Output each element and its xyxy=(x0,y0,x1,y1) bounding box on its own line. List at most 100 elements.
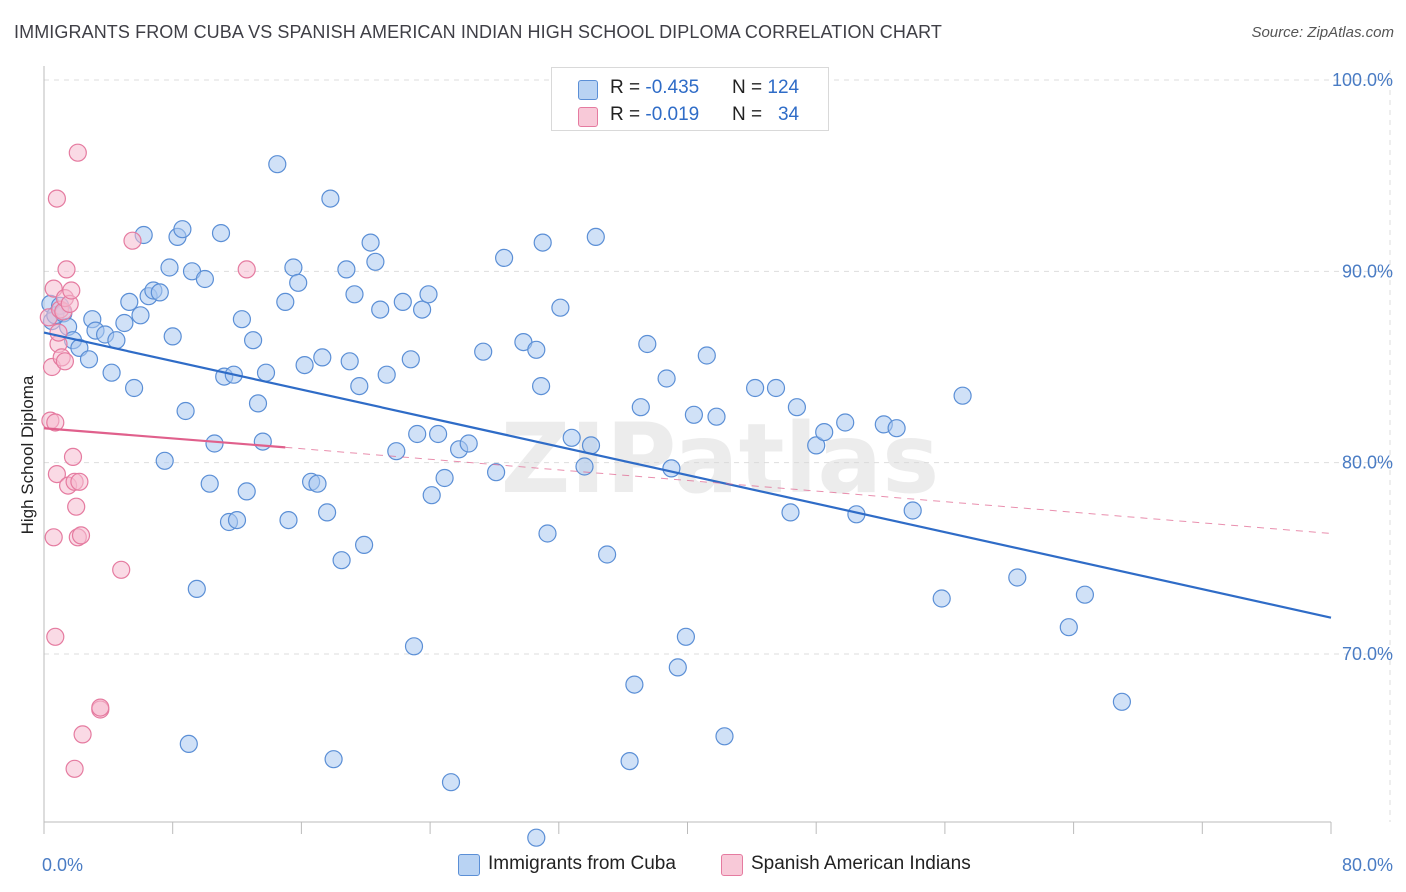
point-spanish-american-indian xyxy=(237,260,256,279)
point-cuba xyxy=(657,369,676,388)
point-cuba xyxy=(115,313,134,333)
point-cuba xyxy=(387,442,406,461)
point-cuba xyxy=(324,750,343,769)
point-spanish-american-indian xyxy=(47,465,67,484)
point-cuba xyxy=(173,220,192,239)
point-spanish-american-indian xyxy=(67,497,86,516)
point-cuba xyxy=(887,419,906,438)
point-cuba xyxy=(953,386,972,405)
point-cuba xyxy=(531,377,551,396)
point-spanish-american-indian xyxy=(63,447,83,466)
point-cuba xyxy=(179,734,198,754)
point-spanish-american-indian xyxy=(112,560,131,579)
point-spanish-american-indian xyxy=(123,231,142,250)
trend-lines xyxy=(43,331,1332,619)
point-cuba xyxy=(276,292,295,311)
point-cuba xyxy=(662,459,681,478)
legend-swatch-spanish-american-indian xyxy=(578,107,598,127)
point-cuba xyxy=(256,363,276,382)
point-cuba xyxy=(102,363,121,382)
series-legend-swatch-cuba xyxy=(458,854,480,876)
y-tick-labels: 70.0% 80.0% 90.0% 100.0% xyxy=(1332,70,1393,664)
stats-legend: R = -0.435 N = 124 R = -0.019 N = 34 xyxy=(551,67,829,131)
point-cuba xyxy=(120,292,139,311)
point-cuba xyxy=(715,727,734,746)
point-cuba xyxy=(195,269,214,289)
x-tick-label: 80.0% xyxy=(1342,855,1393,875)
point-cuba xyxy=(459,434,478,453)
y-tick-label: 90.0% xyxy=(1342,261,1393,281)
legend-r-spanish-american-indian: R = -0.019 xyxy=(610,104,700,125)
point-cuba xyxy=(441,773,461,792)
point-cuba xyxy=(176,401,195,421)
point-cuba xyxy=(340,352,359,371)
point-cuba xyxy=(107,331,126,350)
point-cuba xyxy=(597,545,617,564)
point-cuba xyxy=(435,468,454,488)
point-cuba xyxy=(807,436,826,455)
point-cuba xyxy=(160,258,179,277)
point-cuba xyxy=(707,407,726,426)
legend-n-spanish-american-indian: N = 34 xyxy=(732,104,800,125)
point-cuba xyxy=(289,273,308,292)
point-cuba xyxy=(227,510,247,530)
point-spanish-american-indian xyxy=(46,627,65,646)
legend-n-cuba: N = 124 xyxy=(732,77,800,98)
x-tick-label: 0.0% xyxy=(42,855,83,875)
point-cuba xyxy=(361,233,380,252)
point-spanish-american-indian xyxy=(73,725,92,744)
point-cuba xyxy=(1075,585,1095,604)
point-spanish-american-indian xyxy=(65,759,84,778)
point-cuba xyxy=(676,627,696,646)
x-tick-labels: 0.0% 80.0% xyxy=(42,855,1393,875)
point-cuba xyxy=(377,365,396,384)
point-cuba xyxy=(551,298,570,317)
trend-line-spanish-american-indian xyxy=(43,427,286,449)
point-cuba xyxy=(1008,568,1027,587)
point-cuba xyxy=(745,378,765,398)
point-cuba xyxy=(684,405,704,424)
chart-title: IMMIGRANTS FROM CUBA VS SPANISH AMERICAN… xyxy=(14,22,942,42)
point-cuba xyxy=(350,377,369,396)
point-cuba xyxy=(408,424,427,444)
point-cuba xyxy=(321,189,340,208)
point-cuba xyxy=(404,637,424,656)
point-cuba xyxy=(371,300,390,319)
point-cuba xyxy=(474,342,493,361)
legend-row-cuba: R = -0.435 N = 124 xyxy=(552,74,828,102)
point-cuba xyxy=(766,378,786,398)
y-tick-label: 100.0% xyxy=(1332,70,1393,90)
point-cuba xyxy=(586,227,605,246)
series-legend-swatch-spanish-american-indian xyxy=(721,854,743,876)
point-cuba xyxy=(393,292,412,311)
point-cuba xyxy=(429,424,448,444)
point-cuba xyxy=(638,334,657,354)
point-cuba xyxy=(295,356,314,375)
point-cuba xyxy=(527,340,546,359)
point-spanish-american-indian xyxy=(44,528,63,547)
trend-line-cuba xyxy=(43,331,1332,619)
point-cuba xyxy=(318,503,337,522)
point-cuba xyxy=(401,350,420,369)
trend-line-spanish-american-indian-extension xyxy=(285,446,1332,534)
point-cuba xyxy=(150,283,169,302)
point-cuba xyxy=(495,248,514,267)
point-cuba xyxy=(79,350,99,369)
point-cuba xyxy=(836,413,855,432)
point-spanish-american-indian xyxy=(68,143,87,162)
point-cuba xyxy=(631,398,650,417)
point-cuba xyxy=(125,378,144,398)
point-cuba xyxy=(625,675,644,694)
point-cuba xyxy=(533,233,552,252)
point-cuba xyxy=(668,658,687,677)
point-cuba xyxy=(366,252,385,271)
point-cuba xyxy=(211,224,231,243)
point-cuba xyxy=(155,451,174,470)
point-cuba xyxy=(932,589,951,608)
point-cuba xyxy=(308,474,327,493)
point-cuba xyxy=(200,474,219,493)
point-cuba xyxy=(355,535,374,555)
point-cuba xyxy=(187,579,206,599)
point-cuba xyxy=(815,423,834,442)
